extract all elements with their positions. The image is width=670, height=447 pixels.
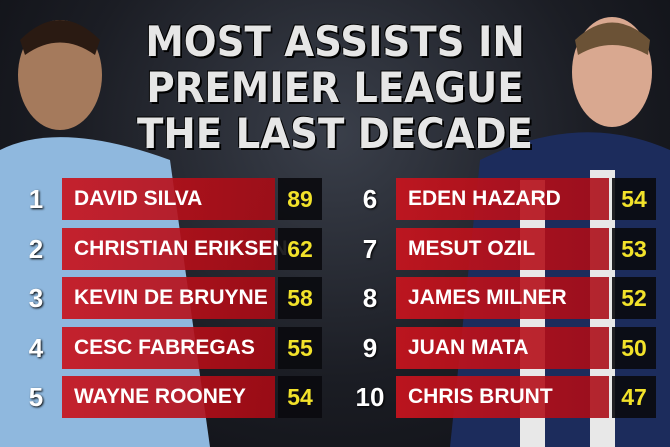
player-name: KEVIN DE BRUYNE	[62, 277, 275, 319]
title-line: MOST ASSISTS IN	[145, 17, 525, 66]
title-line: THE LAST DECADE	[137, 109, 533, 158]
rank: 8	[362, 283, 378, 313]
player-name: JUAN MATA	[396, 326, 609, 369]
player-name: WAYNE ROONEY	[62, 376, 275, 418]
assists: 89	[278, 178, 322, 220]
rank: 4	[28, 332, 44, 363]
rank: 6	[362, 184, 378, 214]
rank: 7	[362, 233, 378, 264]
rank: 10	[355, 382, 385, 412]
assists: 62	[278, 227, 322, 270]
rank: 2	[28, 233, 44, 264]
assists: 47	[612, 376, 656, 418]
player-name: CESC FABREGAS	[62, 326, 275, 369]
assists: 58	[278, 277, 322, 319]
assists: 50	[612, 326, 656, 369]
assists: 53	[612, 227, 656, 270]
assists: 54	[612, 178, 656, 220]
rank: 1	[28, 184, 44, 214]
assists: 52	[612, 277, 656, 319]
player-name: CHRIS BRUNT	[396, 376, 609, 418]
rank: 5	[28, 382, 44, 412]
assists: 54	[278, 376, 322, 418]
rank: 9	[362, 332, 378, 363]
player-name: MESUT OZIL	[396, 227, 609, 270]
title-line: PREMIER LEAGUE	[146, 63, 524, 112]
player-name: DAVID SILVA	[62, 178, 275, 220]
rank: 3	[28, 283, 44, 313]
assists: 55	[278, 326, 322, 369]
player-name: JAMES MILNER	[396, 277, 609, 319]
player-name: EDEN HAZARD	[396, 178, 609, 220]
player-name: CHRISTIAN ERIKSEN	[62, 227, 288, 270]
